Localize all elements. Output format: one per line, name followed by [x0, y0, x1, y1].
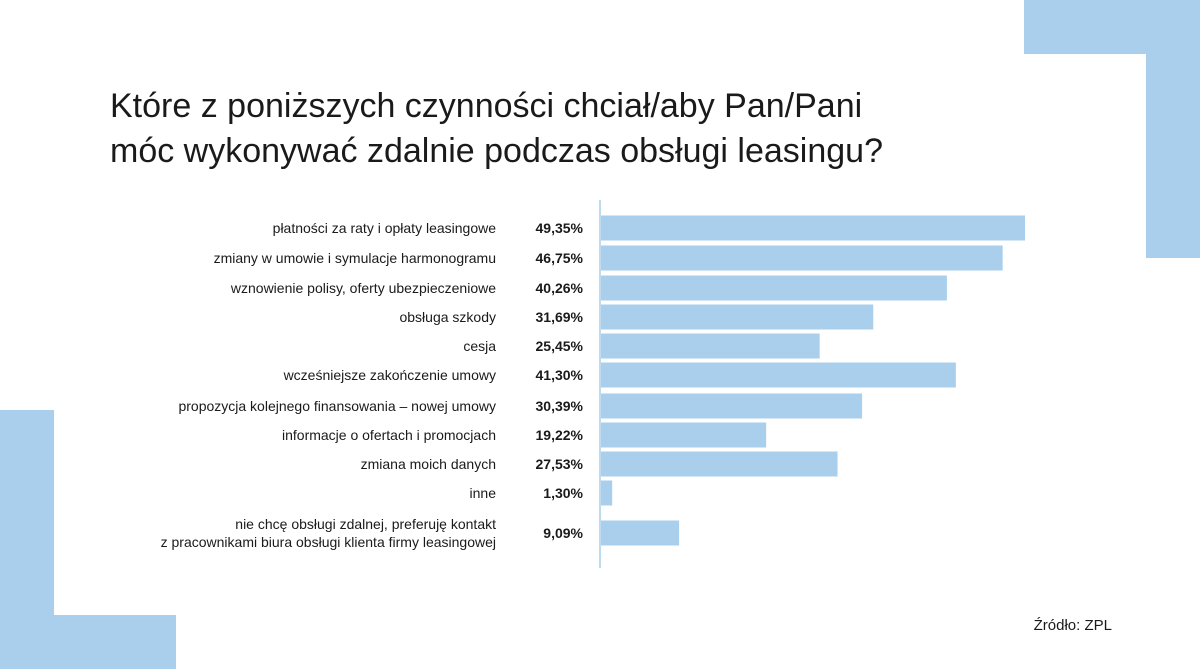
value-label-2: 40,26% [536, 280, 584, 296]
category-label-0: płatności za raty i opłaty leasingowe [273, 220, 497, 236]
bar-10 [601, 520, 680, 546]
bar-9 [601, 480, 613, 506]
bar-6 [601, 393, 863, 419]
chart-title-line-1: Które z poniższych czynności chciał/aby … [110, 87, 863, 125]
category-label-5: wcześniejsze zakończenie umowy [283, 367, 496, 383]
bar-2 [601, 275, 947, 301]
category-label-3: obsługa szkody [399, 309, 496, 325]
category-label-10-line-1: z pracownikami biura obsługi klienta fir… [161, 534, 496, 550]
source-note: Źródło: ZPL [1033, 617, 1112, 634]
category-label-10: nie chcę obsługi zdalnej, preferuję kont… [161, 516, 496, 550]
category-label-3-line-0: obsługa szkody [399, 309, 496, 325]
bar-4 [601, 333, 820, 359]
bar-8 [601, 451, 838, 477]
category-label-0-line-0: płatności za raty i opłaty leasingowe [273, 220, 497, 236]
value-label-6: 30,39% [536, 398, 584, 414]
value-label-7: 19,22% [536, 427, 584, 443]
bar-5 [601, 362, 956, 388]
value-label-5: 41,30% [536, 367, 584, 383]
category-label-8-line-0: zmiana moich danych [361, 456, 496, 472]
bar-7 [601, 422, 767, 448]
bar-1 [601, 245, 1003, 271]
category-label-7: informacje o ofertach i promocjach [282, 427, 496, 443]
corner-decoration-bottom-left [0, 615, 176, 669]
value-label-1: 46,75% [536, 250, 584, 266]
category-label-4: cesja [463, 338, 496, 354]
category-label-4-line-0: cesja [463, 338, 496, 354]
category-label-8: zmiana moich danych [361, 456, 496, 472]
value-label-0: 49,35% [536, 220, 584, 236]
category-label-7-line-0: informacje o ofertach i promocjach [282, 427, 496, 443]
chart-title-line-2: móc wykonywać zdalnie podczas obsługi le… [110, 132, 883, 170]
category-label-9-line-0: inne [470, 485, 497, 501]
value-label-9: 1,30% [543, 485, 583, 501]
category-label-5-line-0: wcześniejsze zakończenie umowy [283, 367, 496, 383]
category-label-2-line-0: wznowienie polisy, oferty ubezpieczeniow… [230, 280, 496, 296]
category-label-1-line-0: zmiany w umowie i symulacje harmonogramu [214, 250, 496, 266]
value-label-3: 31,69% [536, 309, 584, 325]
category-label-9: inne [470, 485, 497, 501]
chart-title: Które z poniższych czynności chciał/aby … [110, 84, 1010, 174]
bar-3 [601, 304, 874, 330]
category-label-2: wznowienie polisy, oferty ubezpieczeniow… [230, 280, 496, 296]
bar-0 [601, 215, 1025, 241]
category-label-10-line-0: nie chcę obsługi zdalnej, preferuję kont… [235, 516, 496, 532]
category-label-1: zmiany w umowie i symulacje harmonogramu [214, 250, 496, 266]
category-label-6-line-0: propozycja kolejnego finansowania – nowe… [178, 398, 496, 414]
category-label-6: propozycja kolejnego finansowania – nowe… [178, 398, 496, 414]
corner-decoration-top-right-vertical [1146, 0, 1200, 258]
value-label-4: 25,45% [536, 338, 584, 354]
value-label-8: 27,53% [536, 456, 584, 472]
value-label-10: 9,09% [543, 525, 583, 541]
